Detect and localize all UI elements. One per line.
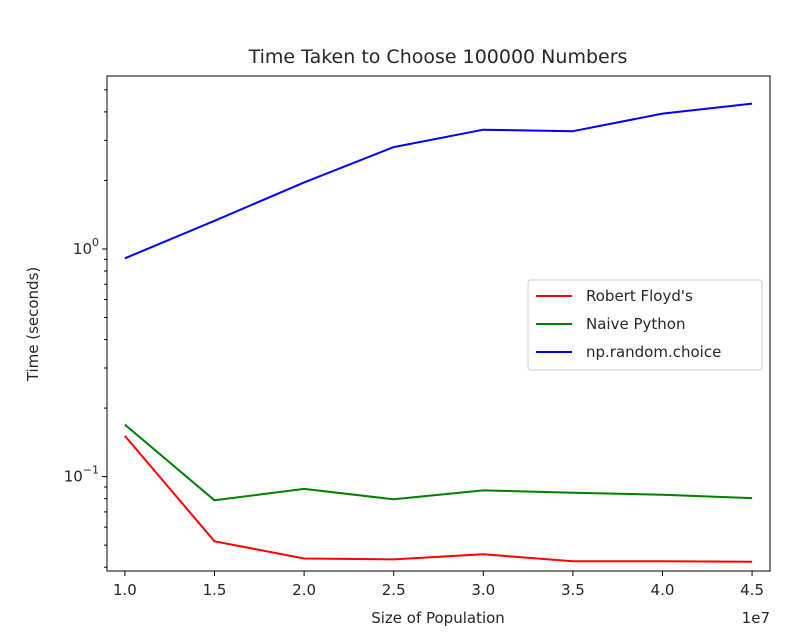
x-tick-label: 3.5 [561,581,585,599]
x-tick-label: 2.5 [382,581,406,599]
x-tick-label: 1.0 [113,581,137,599]
legend-label: Naive Python [586,315,685,333]
plot-frame [106,75,771,572]
x-offset-label: 1e7 [742,609,770,627]
x-axis-label: Size of Population [371,609,505,627]
x-tick-label: 3.0 [471,581,495,599]
x-tick-label: 2.0 [292,581,316,599]
series-lines [124,102,753,563]
y-tick-label: 100 [73,236,99,258]
y-axis-label: Time (seconds) [24,267,42,383]
legend-box [527,279,763,371]
chart-title: Time Taken to Choose 100000 Numbers [248,46,628,68]
legend-label: Robert Floyd's [586,287,693,305]
series-line [124,435,753,563]
axis-ticks: 1.0 1.5 2.0 2.5 3.0 3.5 4.0 4.5 10−1 100 [64,89,764,599]
legend-label: np.random.choice [586,343,721,361]
x-tick-label: 1.5 [203,581,227,599]
series-line [124,423,753,502]
series-line [124,102,753,260]
x-tick-label: 4.0 [651,581,675,599]
legend: Robert Floyd's Naive Python np.random.choi… [527,279,763,371]
y-tick-label: 10−1 [64,464,99,486]
x-tick-label: 4.5 [740,581,764,599]
